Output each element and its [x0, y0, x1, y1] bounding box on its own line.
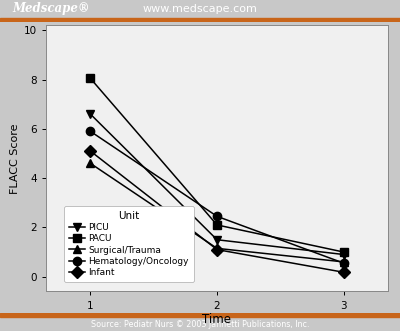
Infant	[214, 248, 219, 252]
Legend: PICU, PACU, Surgical/Trauma, Hematology/Oncology, Infant: PICU, PACU, Surgical/Trauma, Hematology/…	[64, 206, 194, 282]
Bar	[0, 313, 400, 317]
Line: Infant: Infant	[86, 147, 348, 276]
Infant	[88, 149, 93, 153]
X-axis label: Time: Time	[202, 313, 232, 326]
PICU	[341, 253, 346, 257]
Hematology/Oncology	[214, 214, 219, 218]
Line: PACU: PACU	[86, 74, 348, 256]
Hematology/Oncology	[88, 129, 93, 133]
PICU	[88, 112, 93, 116]
Surgical/Trauma	[341, 260, 346, 264]
Text: Medscape®: Medscape®	[12, 2, 90, 15]
PACU	[214, 223, 219, 227]
PACU	[341, 250, 346, 254]
Text: www.medscape.com: www.medscape.com	[142, 4, 258, 14]
Surgical/Trauma	[214, 246, 219, 250]
Bar	[0, 18, 400, 22]
Text: Source: Pediatr Nurs © 2003 Jannetti Publications, Inc.: Source: Pediatr Nurs © 2003 Jannetti Pub…	[91, 320, 309, 329]
Hematology/Oncology	[341, 261, 346, 265]
Line: Hematology/Oncology: Hematology/Oncology	[86, 127, 348, 267]
Line: Surgical/Trauma: Surgical/Trauma	[86, 159, 348, 266]
Y-axis label: FLACC Score: FLACC Score	[10, 123, 20, 194]
PACU	[88, 76, 93, 80]
Line: PICU: PICU	[86, 110, 348, 259]
PICU	[214, 238, 219, 242]
Infant	[341, 270, 346, 274]
Surgical/Trauma	[88, 161, 93, 165]
